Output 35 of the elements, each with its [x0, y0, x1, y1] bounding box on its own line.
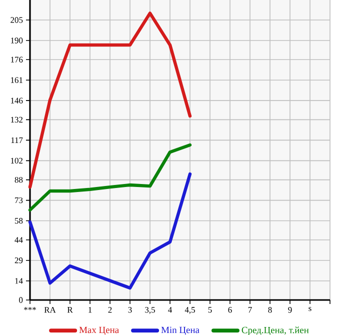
y-tick-label: 161 [11, 77, 22, 83]
x-tick-label: 1 [88, 307, 92, 313]
x-tick-label: RA [44, 307, 56, 313]
y-tick-label: 0 [19, 297, 23, 303]
x-tick-label: *** [24, 307, 36, 310]
line-series [28, 172, 192, 290]
y-tick-label: 146 [11, 98, 23, 104]
y-tick-label: 58 [14, 218, 23, 224]
legend-label: Min Цена [161, 326, 200, 335]
x-tick-label: 8 [268, 307, 272, 313]
x-tick-label: 3,5 [145, 307, 155, 314]
y-tick-label: 44 [14, 237, 23, 243]
y-tick-label: 73 [15, 197, 23, 204]
y-tick-label: 29 [14, 258, 23, 264]
x-tick-label: 5 [208, 307, 212, 313]
x-tick-label: R [67, 307, 73, 313]
x-tick-label: s [308, 307, 312, 312]
x-tick-label: 9 [288, 307, 292, 313]
y-tick-label: 88 [14, 176, 23, 183]
y-tick-label: 117 [11, 137, 23, 143]
x-tick-label: 3 [128, 307, 132, 313]
legend-label: Max Цена [79, 326, 119, 335]
y-tick-label: 132 [11, 116, 23, 123]
x-tick-label: 4 [168, 307, 172, 313]
line-series [28, 143, 192, 212]
y-tick-label: 205 [10, 17, 23, 23]
x-tick-label: 4,5 [184, 307, 195, 314]
y-tick-label: 102 [11, 158, 23, 164]
x-tick-label: 7 [248, 307, 252, 313]
y-tick-label: 190 [11, 38, 23, 44]
y-tick-label: 176 [11, 56, 23, 62]
y-tick-label: 14 [15, 278, 23, 284]
x-tick-label: 6 [228, 307, 232, 313]
legend-label: Сред.Цена, т.йен [242, 326, 309, 335]
x-tick-label: 2 [108, 307, 112, 313]
